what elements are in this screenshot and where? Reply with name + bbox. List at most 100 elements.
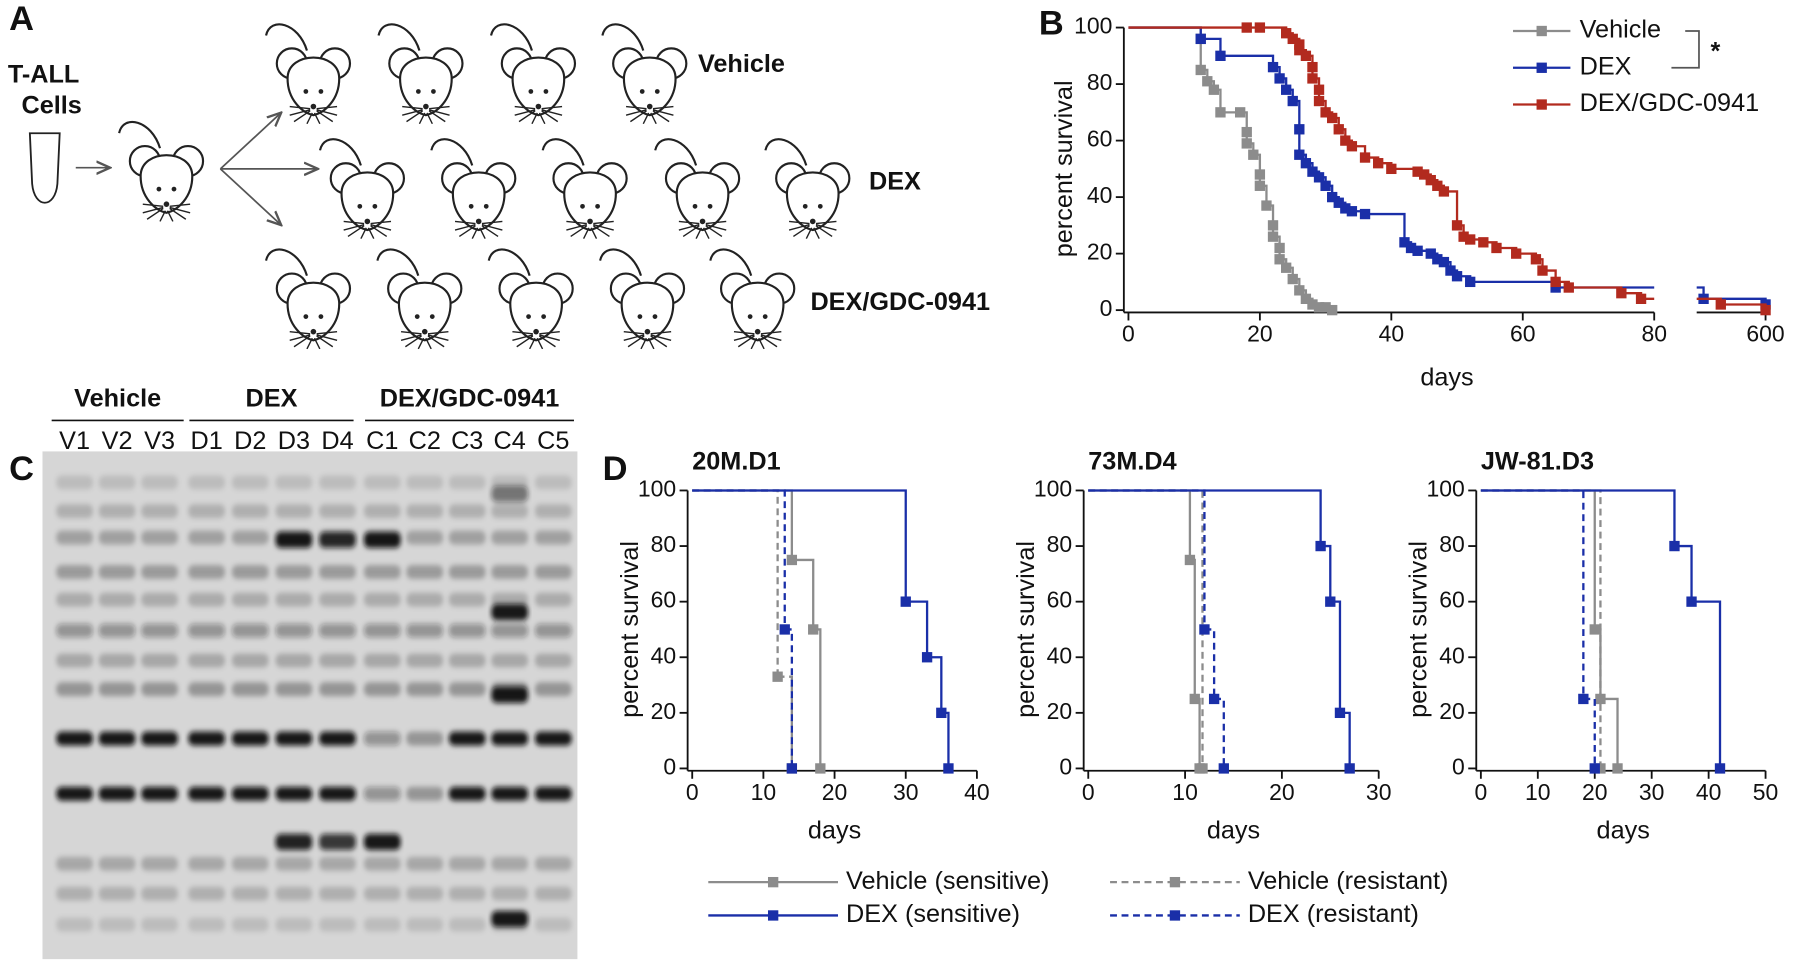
point-marker bbox=[1327, 191, 1338, 203]
legend-label: DEX (resistant) bbox=[1248, 900, 1419, 928]
band bbox=[56, 623, 93, 638]
point-marker bbox=[1491, 242, 1502, 254]
point-marker bbox=[1300, 293, 1312, 304]
band bbox=[491, 686, 529, 703]
point-marker bbox=[1595, 763, 1606, 774]
band bbox=[319, 786, 356, 801]
survival-step bbox=[1691, 600, 1722, 769]
chart-title: JW-81.D3 bbox=[1481, 448, 1594, 476]
band bbox=[534, 731, 572, 746]
lane-label: V3 bbox=[144, 427, 175, 455]
band bbox=[534, 886, 572, 901]
point-marker bbox=[808, 624, 819, 635]
point-marker bbox=[1465, 234, 1476, 245]
point-marker bbox=[1241, 126, 1252, 138]
band bbox=[56, 856, 93, 871]
point-marker bbox=[1340, 135, 1351, 146]
band bbox=[188, 682, 225, 697]
legend-marker bbox=[1536, 99, 1547, 110]
band bbox=[98, 565, 136, 579]
band bbox=[406, 623, 444, 638]
band bbox=[231, 886, 269, 901]
x-axis-label: days bbox=[1420, 364, 1473, 392]
band bbox=[491, 786, 529, 801]
band bbox=[319, 623, 356, 638]
band bbox=[141, 530, 178, 545]
band bbox=[406, 504, 444, 519]
point-marker bbox=[1197, 763, 1208, 774]
lane-label: C3 bbox=[451, 427, 483, 455]
band bbox=[363, 623, 401, 638]
band bbox=[188, 886, 225, 901]
x-tick-label: 40 bbox=[964, 779, 990, 805]
arrow bbox=[219, 168, 281, 225]
point-marker bbox=[1359, 208, 1371, 220]
band bbox=[98, 731, 136, 746]
band bbox=[275, 653, 313, 668]
point-marker bbox=[1511, 248, 1522, 259]
point-marker bbox=[921, 652, 933, 663]
group-label: Vehicle bbox=[698, 50, 785, 78]
point-marker bbox=[900, 596, 911, 607]
point-marker bbox=[1208, 84, 1220, 95]
point-marker bbox=[1189, 693, 1200, 705]
band bbox=[275, 475, 313, 490]
band bbox=[406, 731, 444, 746]
band bbox=[491, 910, 529, 927]
point-marker bbox=[1550, 282, 1561, 293]
band bbox=[141, 856, 178, 871]
point-marker bbox=[1578, 693, 1589, 705]
legend-label: DEX bbox=[1580, 52, 1632, 80]
x-tick-label: 0 bbox=[1082, 779, 1095, 805]
x-tick-label: 40 bbox=[1696, 779, 1722, 805]
band bbox=[319, 531, 356, 548]
band bbox=[319, 917, 356, 932]
y-tick-label: 40 bbox=[1087, 182, 1113, 208]
band bbox=[188, 592, 225, 607]
point-marker bbox=[1458, 231, 1469, 242]
series bbox=[692, 489, 798, 774]
band bbox=[231, 856, 269, 871]
chart-title: 20M.D1 bbox=[692, 448, 780, 476]
band bbox=[231, 731, 269, 746]
point-marker bbox=[1669, 540, 1680, 552]
point-marker bbox=[1274, 242, 1285, 254]
point-marker bbox=[1412, 245, 1423, 256]
band bbox=[448, 731, 486, 746]
survival-step bbox=[1128, 26, 1202, 39]
mouse bbox=[264, 23, 352, 125]
point-marker bbox=[936, 707, 947, 719]
survival-step bbox=[1641, 297, 1722, 305]
band bbox=[448, 592, 486, 607]
mouse bbox=[601, 23, 688, 125]
lane bbox=[534, 475, 572, 932]
band bbox=[98, 886, 136, 901]
band bbox=[56, 917, 93, 932]
survival-step bbox=[1088, 489, 1204, 769]
panel-label: B bbox=[1039, 4, 1064, 42]
band bbox=[275, 592, 313, 607]
band bbox=[98, 623, 136, 638]
point-marker bbox=[1254, 180, 1266, 191]
point-marker bbox=[1300, 158, 1312, 169]
point-marker bbox=[1287, 33, 1298, 45]
survival-step bbox=[1320, 544, 1332, 602]
band bbox=[275, 531, 313, 548]
band bbox=[406, 786, 444, 801]
band bbox=[363, 592, 401, 607]
survival-step bbox=[692, 489, 779, 677]
band bbox=[534, 786, 572, 801]
y-tick-label: 40 bbox=[651, 642, 677, 668]
point-marker bbox=[1287, 95, 1298, 107]
point-marker bbox=[1294, 149, 1305, 160]
point-marker bbox=[1261, 200, 1272, 211]
group-label: DEX bbox=[869, 167, 921, 195]
band bbox=[448, 530, 486, 545]
gel-group-label: DEX/GDC-0941 bbox=[380, 384, 560, 412]
series bbox=[1480, 489, 1726, 774]
y-tick-label: 20 bbox=[651, 698, 677, 724]
lane-label: C2 bbox=[409, 427, 441, 455]
band bbox=[231, 530, 269, 545]
legend-marker bbox=[1169, 876, 1181, 888]
